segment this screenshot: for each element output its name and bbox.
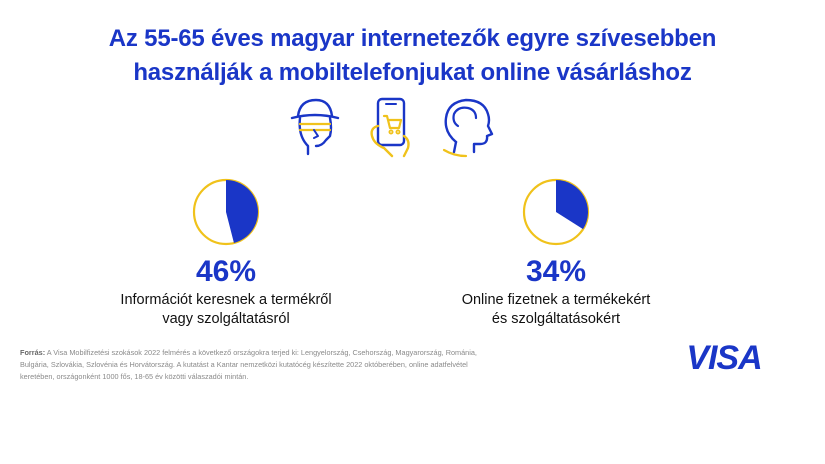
source-label: Forrás: <box>20 348 46 357</box>
stat-right: 34% Online fizetnek a termékekért és szo… <box>426 177 686 329</box>
phone-cart-icon <box>370 97 410 158</box>
source-line-1: A Visa Mobilfizetési szokások 2022 felmé… <box>46 348 477 357</box>
stat-right-caption: Online fizetnek a termékekért és szolgál… <box>426 291 686 329</box>
stat-left-value: 46% <box>195 255 257 288</box>
source-line-3: keretében, országonként 1000 fős, 18-65 … <box>20 372 249 381</box>
stat-right-caption-line-2: és szolgáltatásokért <box>491 311 621 327</box>
stat-right-value: 34% <box>525 255 587 288</box>
stat-left-caption-line-1: Információt keresnek a termékről <box>120 292 332 308</box>
stat-left: 46% Információt keresnek a termékről vag… <box>96 177 356 329</box>
pie-slice-value <box>226 180 258 243</box>
visa-logo-text: VISA <box>686 339 761 377</box>
visa-logo: VISA <box>686 339 762 377</box>
headline-line-2: használják a mobiltelefonjukat online vá… <box>133 59 692 86</box>
pie-slice-value <box>556 180 589 230</box>
head-profile-icon <box>442 98 494 158</box>
stat-left-caption-line-2: vagy szolgáltatásról <box>162 311 290 327</box>
stat-right-caption-line-1: Online fizetnek a termékekért <box>461 292 651 308</box>
headline: Az 55-65 éves magyar internetezők egyre … <box>0 22 825 90</box>
stat-left-caption: Információt keresnek a termékről vagy sz… <box>96 291 356 329</box>
icon-row <box>286 96 496 160</box>
source-note: Forrás: A Visa Mobilfizetési szokások 20… <box>20 347 520 383</box>
headline-line-1: Az 55-65 éves magyar internetezők egyre … <box>108 25 717 52</box>
pie-chart-left <box>192 178 260 246</box>
source-line-2: Bulgária, Szlovákia, Szlovénia és Horvát… <box>20 360 468 369</box>
person-hat-icon <box>290 98 340 156</box>
pie-chart-right <box>522 178 590 246</box>
